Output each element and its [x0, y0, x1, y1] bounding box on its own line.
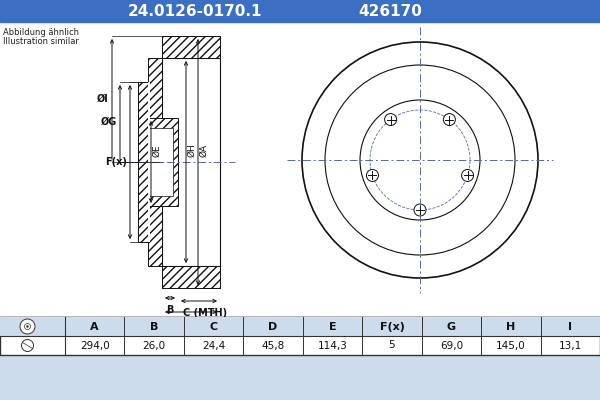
- Circle shape: [388, 128, 452, 192]
- Text: 5: 5: [389, 340, 395, 350]
- Circle shape: [367, 170, 379, 182]
- Bar: [138, 82, 148, 242]
- Text: ATE: ATE: [395, 198, 475, 232]
- Text: 69,0: 69,0: [440, 340, 463, 350]
- Text: 13,1: 13,1: [559, 340, 582, 350]
- Text: 45,8: 45,8: [262, 340, 284, 350]
- Text: D: D: [182, 319, 190, 329]
- Circle shape: [414, 204, 426, 216]
- Text: 26,0: 26,0: [143, 340, 166, 350]
- Text: B: B: [166, 305, 173, 315]
- Text: 24,4: 24,4: [202, 340, 225, 350]
- Text: F(x): F(x): [105, 157, 127, 167]
- Bar: [148, 118, 178, 206]
- Circle shape: [360, 100, 480, 220]
- Circle shape: [25, 324, 31, 330]
- Bar: [148, 206, 162, 266]
- Circle shape: [302, 42, 538, 278]
- Text: 24.0126-0170.1: 24.0126-0170.1: [128, 4, 262, 18]
- Text: 145,0: 145,0: [496, 340, 526, 350]
- Text: ØI: ØI: [97, 94, 109, 104]
- Text: I: I: [568, 322, 572, 332]
- Circle shape: [325, 65, 515, 255]
- Text: ØG: ØG: [101, 117, 117, 127]
- Text: Illustration similar: Illustration similar: [3, 37, 79, 46]
- Text: C: C: [209, 322, 218, 332]
- Text: H: H: [506, 322, 515, 332]
- Text: D: D: [268, 322, 278, 332]
- Text: B: B: [150, 322, 158, 332]
- Bar: [0, 317, 600, 336]
- Circle shape: [370, 110, 470, 210]
- Text: ØE: ØE: [152, 144, 161, 157]
- Bar: [162, 58, 220, 266]
- Text: E: E: [329, 322, 337, 332]
- Text: G: G: [447, 322, 456, 332]
- Bar: [0, 22, 600, 317]
- Circle shape: [20, 319, 35, 334]
- Circle shape: [22, 340, 34, 352]
- Circle shape: [385, 114, 397, 126]
- Text: ØA: ØA: [199, 144, 208, 157]
- Circle shape: [461, 170, 473, 182]
- Text: F(x): F(x): [380, 322, 404, 332]
- Bar: [162, 36, 220, 58]
- Circle shape: [26, 326, 29, 328]
- Text: 294,0: 294,0: [80, 340, 110, 350]
- Text: ØH: ØH: [187, 143, 196, 157]
- Text: C (MTH): C (MTH): [183, 308, 227, 318]
- Text: A: A: [91, 322, 99, 332]
- Circle shape: [443, 114, 455, 126]
- Bar: [148, 82, 150, 242]
- Bar: [0, 0, 600, 22]
- Text: 114,3: 114,3: [317, 340, 347, 350]
- Bar: [0, 317, 600, 355]
- Bar: [148, 128, 173, 196]
- Bar: [162, 266, 220, 288]
- Bar: [148, 58, 162, 118]
- Text: Abbildung ähnlich: Abbildung ähnlich: [3, 28, 79, 37]
- Text: 426170: 426170: [358, 4, 422, 18]
